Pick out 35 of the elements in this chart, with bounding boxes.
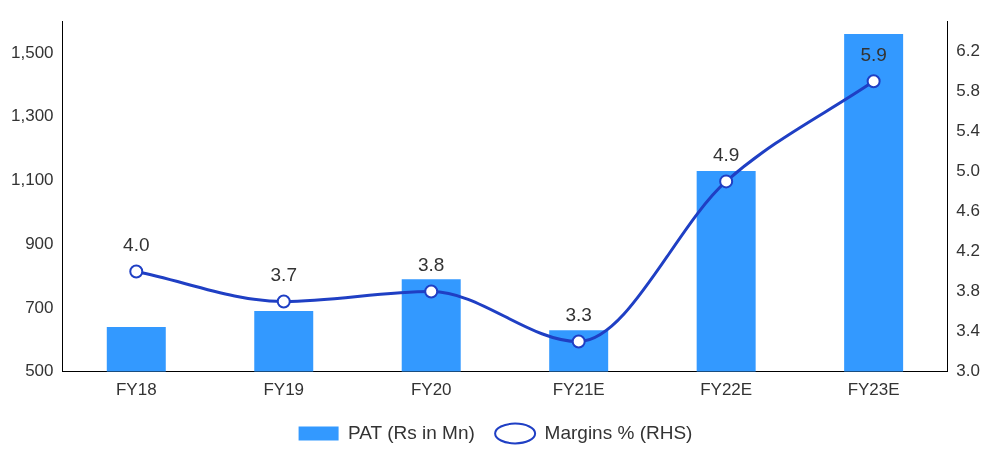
y2-tick-label: 5.4 bbox=[956, 121, 981, 141]
point bbox=[571, 334, 586, 349]
x-tick-label: FY21E bbox=[552, 380, 605, 400]
y2-tick-label: 4.2 bbox=[956, 241, 981, 261]
y-tick-label: 900 bbox=[25, 233, 54, 253]
data-label: 4.0 bbox=[123, 234, 150, 256]
data-label: 5.9 bbox=[860, 44, 887, 65]
y-tick-label: 700 bbox=[25, 297, 54, 317]
x-tick-label: FY22E bbox=[700, 380, 753, 400]
point bbox=[129, 264, 144, 279]
x-tick-label: FY19 bbox=[263, 380, 305, 400]
x-tick-label: FY18 bbox=[115, 380, 157, 400]
y-tick-label: 500 bbox=[25, 361, 54, 381]
point bbox=[424, 284, 439, 299]
legend-label: Margins % (RHS) bbox=[544, 421, 693, 443]
y2-tick-label: 3.4 bbox=[956, 321, 981, 341]
y-tick-label: 1,100 bbox=[10, 170, 54, 190]
point bbox=[866, 74, 881, 89]
y-tick-label: 1,500 bbox=[10, 42, 54, 62]
data-label: 3.3 bbox=[565, 304, 592, 326]
data-label: 3.7 bbox=[270, 264, 297, 286]
x-tick-label: FY20 bbox=[410, 380, 452, 400]
data-label: 3.8 bbox=[418, 254, 445, 276]
y-tick-label: 1,300 bbox=[10, 106, 54, 126]
y2-tick-label: 3.0 bbox=[956, 361, 981, 381]
y2-tick-label: 4.6 bbox=[956, 201, 981, 221]
point bbox=[276, 294, 291, 309]
y2-tick-label: 5.8 bbox=[956, 80, 981, 100]
y2-tick-label: 3.8 bbox=[956, 281, 981, 301]
y2-tick-label: 5.0 bbox=[956, 161, 981, 181]
point bbox=[719, 174, 734, 189]
legend-label: PAT (Rs in Mn) bbox=[348, 421, 475, 443]
y2-tick-label: 6.2 bbox=[956, 40, 981, 60]
data-label: 4.9 bbox=[712, 144, 740, 166]
x-tick-label: FY23E bbox=[847, 380, 900, 400]
